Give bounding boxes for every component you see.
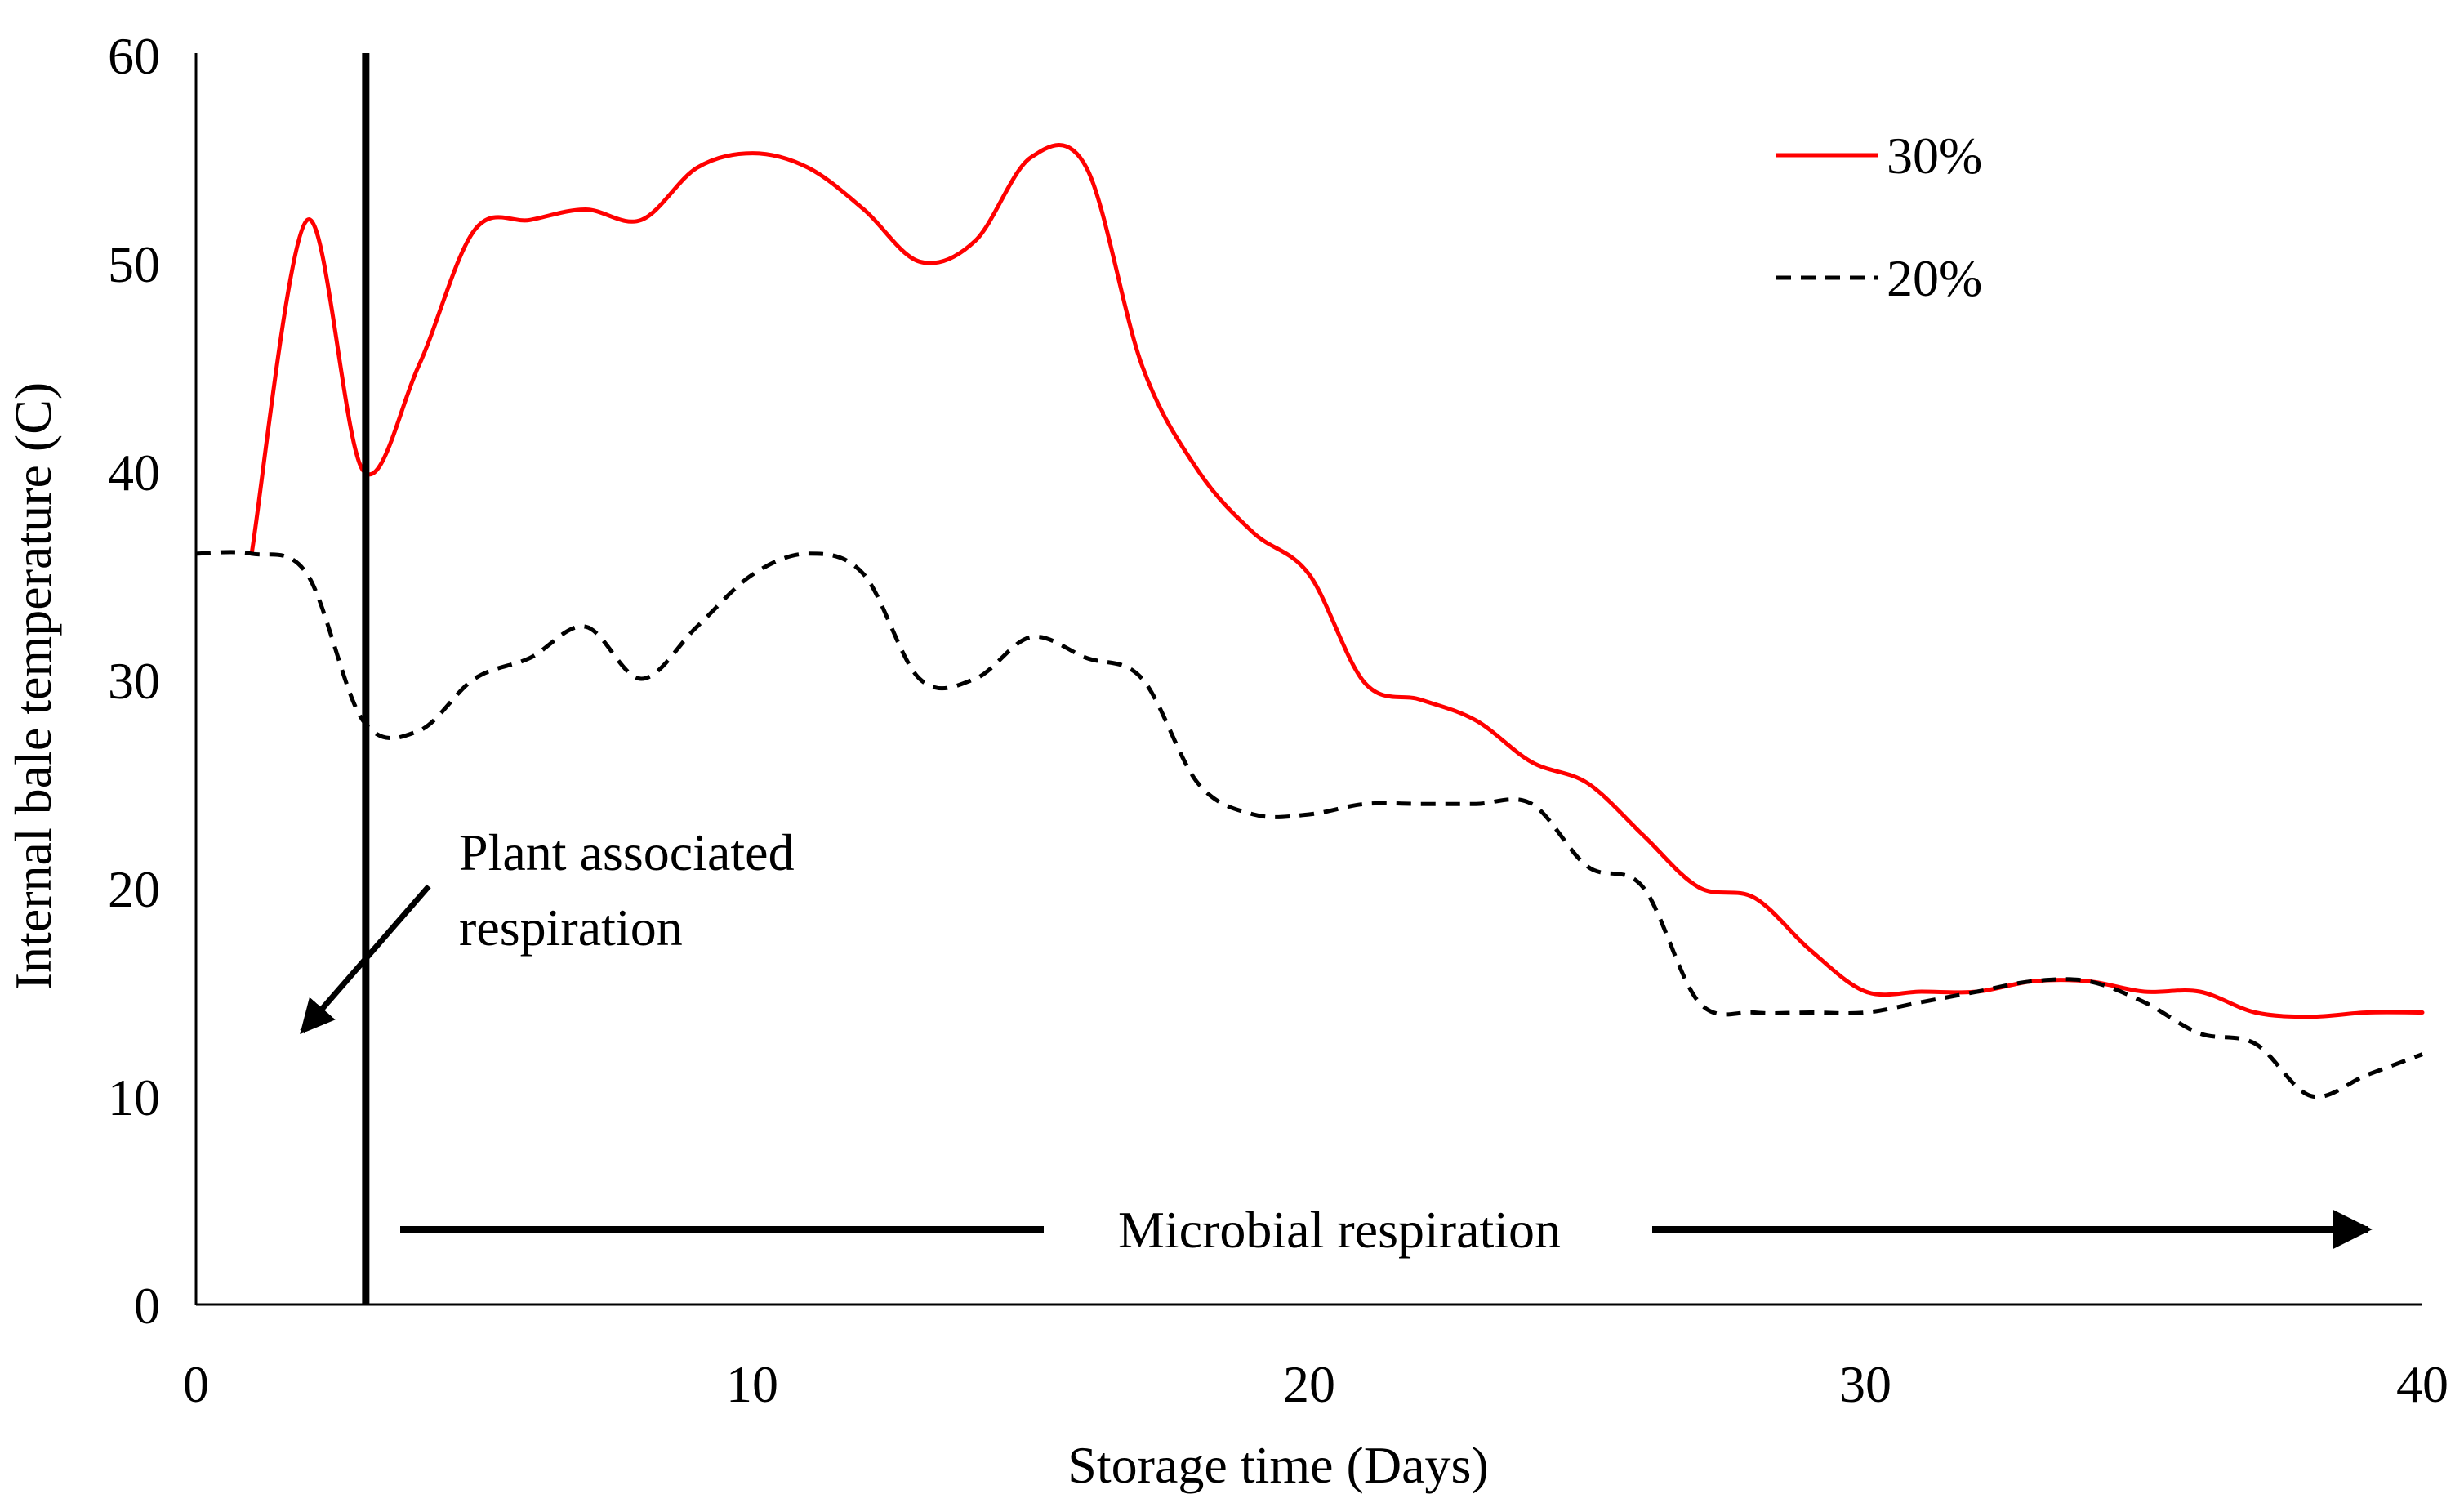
annotation-microbial: Microbial respiration <box>1118 1201 1561 1259</box>
legend-label-30-percent: 30% <box>1887 127 1982 185</box>
y-axis-title: Internal bale temperature (C) <box>4 382 62 991</box>
x-tick-label-40: 40 <box>2396 1355 2448 1413</box>
y-tick-label-0: 0 <box>134 1277 160 1335</box>
series-line-30-percent <box>249 143 2425 1019</box>
series-line-20-percent <box>195 550 2423 1099</box>
legend-label-20-percent: 20% <box>1887 249 1982 307</box>
x-axis-title: Storage time (Days) <box>1067 1436 1488 1494</box>
annotation-plant-arrow <box>300 884 431 1035</box>
y-tick-label-10: 10 <box>108 1068 160 1126</box>
annotation-plant-line2: respiration <box>459 899 683 957</box>
x-tick-label-0: 0 <box>183 1355 209 1413</box>
y-tick-label-40: 40 <box>108 444 160 502</box>
y-tick-label-30: 30 <box>108 652 160 710</box>
annotation-plant-line1: Plant associated <box>459 823 795 881</box>
x-tick-label-10: 10 <box>726 1355 778 1413</box>
y-tick-label-50: 50 <box>108 235 160 293</box>
x-tick-label-20: 20 <box>1283 1355 1335 1413</box>
y-tick-label-20: 20 <box>108 860 160 918</box>
x-tick-label-30: 30 <box>1839 1355 1891 1413</box>
y-tick-label-60: 60 <box>108 27 160 85</box>
